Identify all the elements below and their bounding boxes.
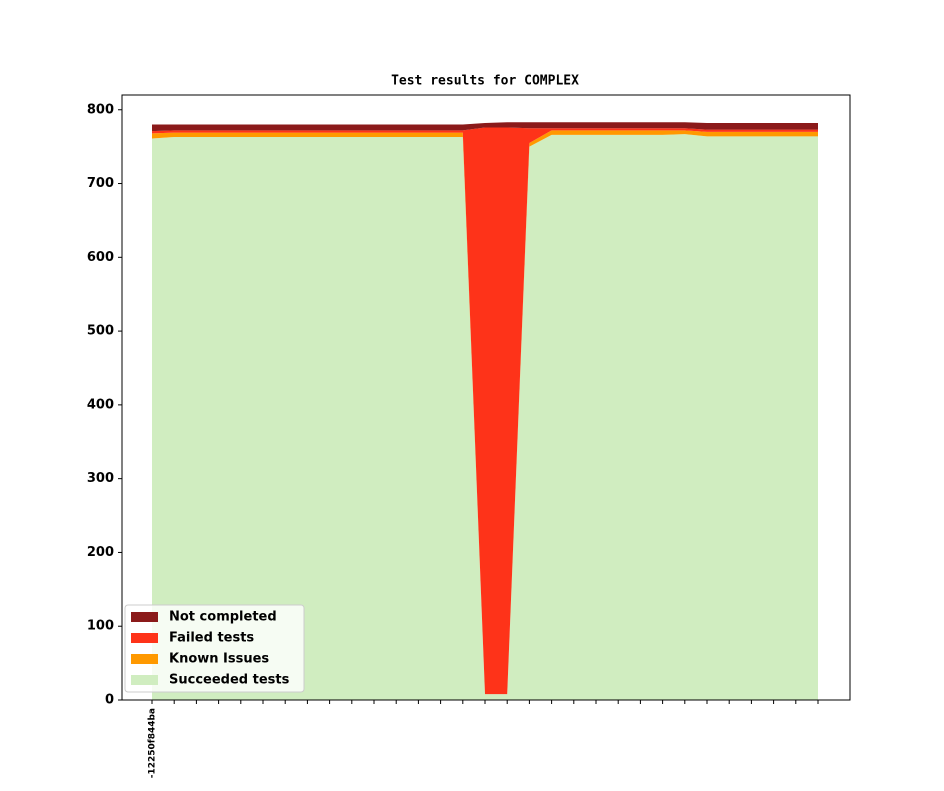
x-tick-label: -12250f844ba [148, 708, 158, 778]
chart-title: Test results for COMPLEX [391, 74, 579, 89]
area [152, 127, 818, 695]
plot-area [152, 122, 818, 701]
legend-swatch [131, 654, 158, 664]
y-tick-label: 0 [105, 693, 114, 708]
legend-swatch [131, 675, 158, 685]
y-tick-label: 200 [87, 545, 114, 560]
legend-box [124, 604, 305, 693]
legend-label: Succeeded tests [169, 673, 290, 688]
legend-label: Failed tests [169, 631, 254, 646]
y-tick-label: 600 [87, 250, 114, 265]
y-tick-label: 400 [87, 397, 114, 412]
legend-label: Not completed [169, 610, 277, 625]
area [152, 134, 818, 701]
y-tick-label: 500 [87, 324, 114, 339]
y-tick-label: 800 [87, 102, 114, 117]
legend: Not completed Failed tests Known Issues Suc… [124, 604, 305, 693]
y-tick-label: 700 [87, 176, 114, 191]
legend-swatch [131, 612, 158, 622]
legend-swatch [131, 633, 158, 643]
y-tick-label: 300 [87, 471, 114, 486]
y-tick-label: 100 [87, 619, 114, 634]
legend-label: Known Issues [169, 652, 269, 667]
area [152, 122, 818, 132]
axes-frame [121, 94, 851, 701]
